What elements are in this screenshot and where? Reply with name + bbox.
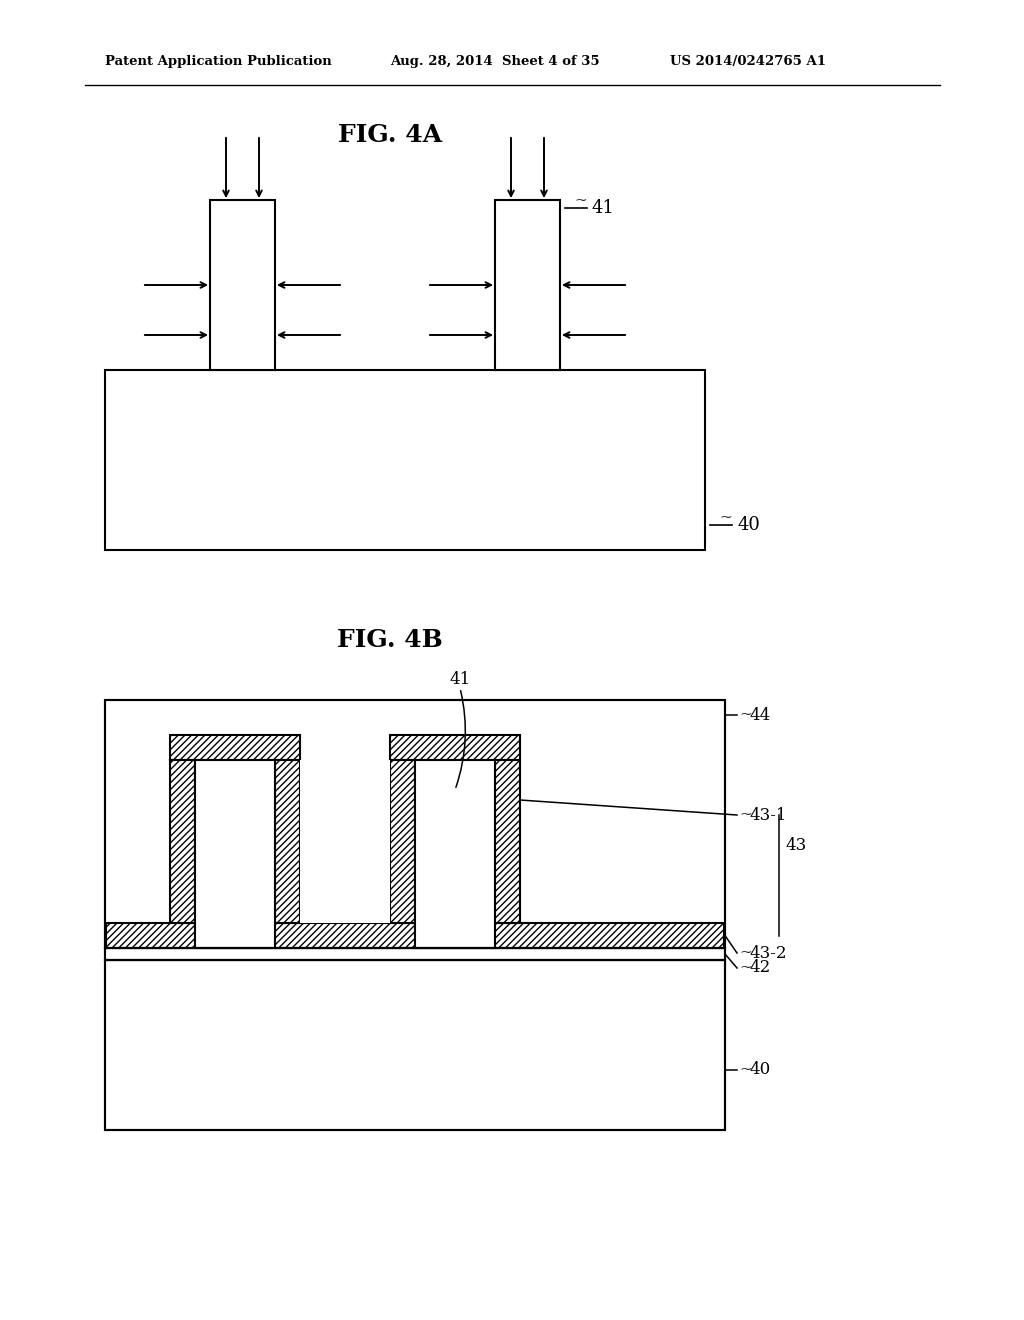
- Bar: [105, 700, 725, 948]
- Text: ~: ~: [739, 1063, 752, 1077]
- Bar: [300, 760, 390, 923]
- Bar: [275, 760, 300, 923]
- Bar: [170, 760, 195, 923]
- Bar: [105, 948, 725, 960]
- Bar: [106, 923, 724, 948]
- Bar: [105, 960, 725, 1130]
- Bar: [415, 760, 495, 948]
- Text: 41: 41: [592, 199, 614, 216]
- Text: US 2014/0242765 A1: US 2014/0242765 A1: [670, 55, 826, 69]
- Bar: [105, 370, 705, 550]
- Text: ~: ~: [739, 708, 752, 722]
- Text: 40: 40: [737, 516, 760, 535]
- Bar: [105, 960, 725, 1130]
- Text: 44: 44: [749, 706, 770, 723]
- Bar: [495, 760, 520, 923]
- Text: 43: 43: [785, 837, 806, 854]
- Bar: [105, 700, 725, 948]
- Bar: [390, 760, 415, 923]
- Text: 43-2: 43-2: [749, 945, 786, 961]
- Text: Aug. 28, 2014  Sheet 4 of 35: Aug. 28, 2014 Sheet 4 of 35: [390, 55, 600, 69]
- Bar: [210, 201, 275, 370]
- Bar: [170, 735, 300, 760]
- Bar: [495, 201, 560, 370]
- Text: ~: ~: [574, 194, 587, 209]
- Text: 42: 42: [749, 960, 770, 977]
- Bar: [105, 948, 725, 960]
- Bar: [390, 735, 520, 760]
- Text: 40: 40: [749, 1061, 770, 1078]
- Text: ~: ~: [739, 946, 752, 960]
- Text: 43-1: 43-1: [749, 807, 786, 824]
- Text: FIG. 4A: FIG. 4A: [338, 123, 442, 147]
- Text: ~: ~: [719, 511, 732, 525]
- Text: Patent Application Publication: Patent Application Publication: [105, 55, 332, 69]
- Text: ~: ~: [739, 808, 752, 822]
- Text: FIG. 4B: FIG. 4B: [337, 628, 442, 652]
- Bar: [195, 760, 275, 948]
- Text: 41: 41: [450, 672, 471, 689]
- Text: ~: ~: [739, 961, 752, 975]
